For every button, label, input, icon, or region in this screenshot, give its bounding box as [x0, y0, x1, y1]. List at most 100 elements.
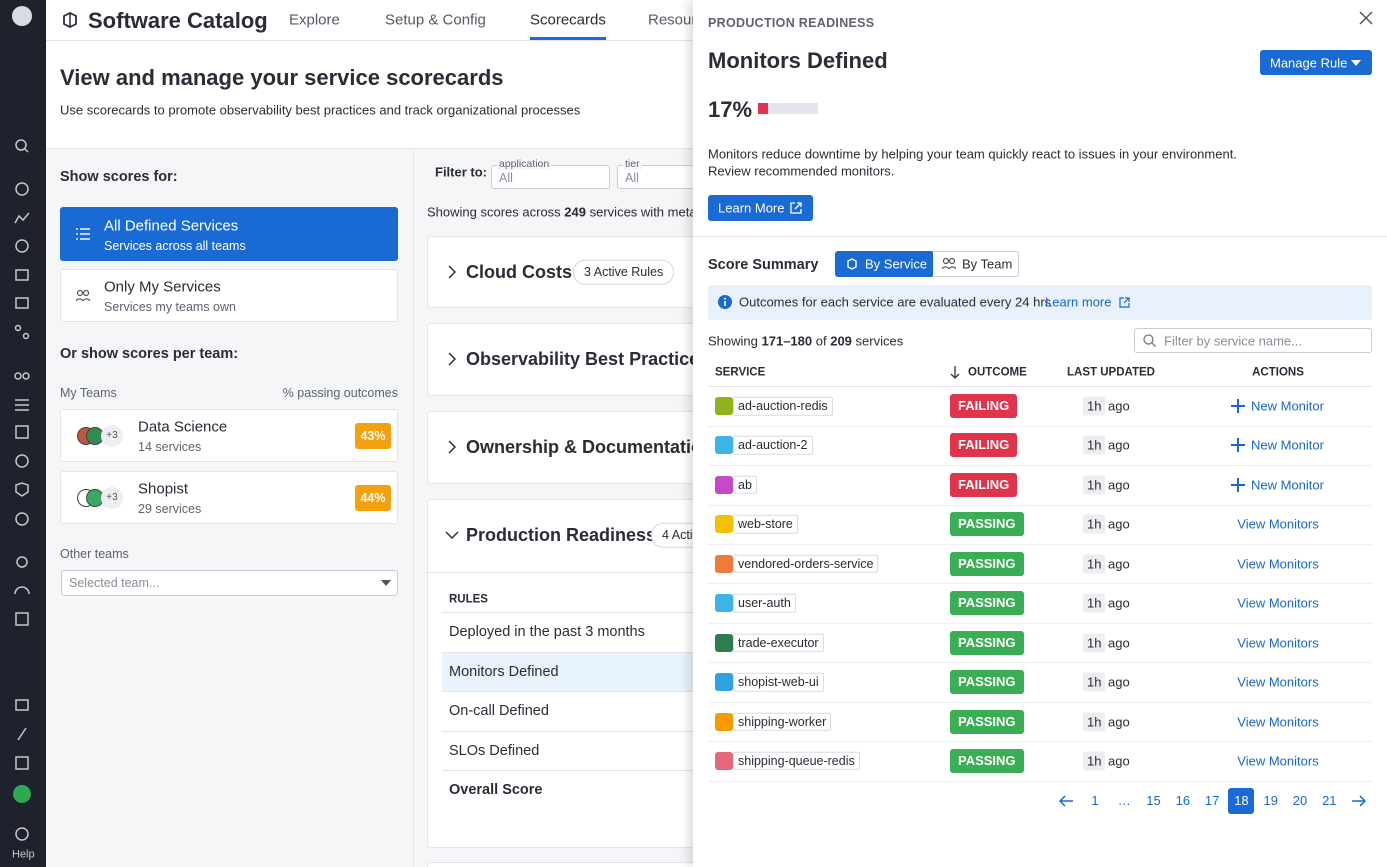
close-button[interactable]: [1359, 11, 1373, 25]
service-name[interactable]: vendored-orders-service: [733, 554, 879, 573]
action-link[interactable]: New Monitor: [1251, 398, 1324, 414]
action-link[interactable]: View Monitors: [1237, 516, 1319, 532]
service-name[interactable]: ad-auction-2: [733, 436, 813, 455]
service-name[interactable]: web-store: [733, 515, 798, 534]
service-icon: [715, 554, 733, 573]
toggle[interactable]: [932, 251, 1019, 277]
updated-ago: ago: [1108, 595, 1130, 611]
updated-chip: 1h: [1083, 435, 1106, 455]
tab[interactable]: Setup & Config: [385, 11, 486, 29]
service-name[interactable]: shipping-queue-redis: [733, 751, 860, 771]
team-score: 43%: [355, 423, 391, 449]
option[interactable]: [60, 269, 398, 322]
outcome-badge: PASSING: [950, 512, 1024, 537]
page-button[interactable]: …: [1117, 793, 1131, 808]
service-icon: [715, 475, 733, 494]
left-nav: Help: [0, 0, 46, 867]
passing-label: % passing outcomes: [282, 385, 398, 400]
team-score: 44%: [355, 485, 391, 511]
page-button[interactable]: 20: [1292, 793, 1308, 808]
service-name[interactable]: ab: [733, 475, 757, 495]
updated-chip: 1h: [1083, 672, 1106, 692]
avatar-more: +3: [101, 425, 123, 447]
updated-ago: ago: [1108, 753, 1130, 769]
rules-header: RULES: [449, 593, 488, 606]
outcome-badge: PASSING: [950, 709, 1024, 734]
action-link[interactable]: View Monitors: [1237, 753, 1319, 769]
page-button[interactable]: 18: [1228, 788, 1255, 814]
chevron: [445, 528, 459, 542]
updated-chip: 1h: [1083, 633, 1106, 653]
page-arrow[interactable]: [1051, 788, 1080, 814]
page-subtitle: Use scorecards to promote observability …: [60, 102, 581, 118]
team-services: 14 services: [138, 439, 202, 454]
external-icon: [790, 202, 802, 214]
team-card[interactable]: [60, 471, 398, 524]
service-icon: [715, 397, 733, 415]
outcome-badge: FAILING: [950, 472, 1018, 497]
action-link[interactable]: View Monitors: [1237, 556, 1319, 572]
scorecard-title: Production Readiness: [466, 525, 657, 545]
rule[interactable]: Monitors Defined: [449, 663, 559, 680]
rule[interactable]: SLOs Defined: [449, 742, 540, 759]
tab[interactable]: Explore: [289, 11, 340, 29]
action-link[interactable]: View Monitors: [1237, 674, 1319, 690]
help-label[interactable]: Help: [12, 848, 35, 861]
updated-chip: 1h: [1083, 751, 1106, 771]
page-button[interactable]: 16: [1175, 793, 1191, 808]
service-name[interactable]: user-auth: [733, 593, 796, 613]
page-button[interactable]: 17: [1204, 793, 1220, 808]
action-link[interactable]: New Monitor: [1251, 437, 1324, 453]
row-border: [708, 701, 1372, 703]
outcome-badge: FAILING: [950, 394, 1018, 418]
row-border: [708, 622, 1372, 624]
scorecard-divider: [428, 572, 728, 573]
learn-more-label: Learn More: [718, 200, 785, 216]
service-name[interactable]: shipping-worker: [733, 712, 832, 731]
toggle-active[interactable]: [835, 251, 933, 277]
team-select[interactable]: [61, 570, 398, 596]
service-name[interactable]: trade-executor: [733, 633, 824, 652]
score-bar: [758, 103, 769, 114]
toggle-label: By Team: [962, 256, 1013, 272]
tab[interactable]: Scorecards: [530, 11, 606, 29]
service-name[interactable]: ad-auction-redis: [733, 396, 833, 416]
updated-ago: ago: [1108, 477, 1130, 493]
updated-ago: ago: [1108, 398, 1130, 414]
option-selected[interactable]: [60, 207, 398, 261]
updated-ago: ago: [1108, 516, 1130, 532]
action-link[interactable]: New Monitor: [1251, 477, 1324, 493]
table-header-border: [708, 386, 1372, 387]
action-link[interactable]: View Monitors: [1237, 635, 1319, 651]
rule[interactable]: On-call Defined: [449, 702, 549, 719]
outcome-badge: FAILING: [950, 433, 1018, 458]
info-link[interactable]: Learn more: [1045, 294, 1112, 310]
panel-divider: [693, 236, 1387, 237]
scorecard[interactable]: [427, 236, 727, 308]
updated-chip: 1h: [1083, 554, 1106, 574]
scorecard[interactable]: [427, 323, 727, 396]
scorecard[interactable]: [427, 411, 727, 484]
page-button[interactable]: 15: [1146, 793, 1161, 808]
filter-label: Filter to:: [435, 164, 487, 180]
rule[interactable]: Deployed in the past 3 months: [449, 623, 645, 640]
page-button[interactable]: 1: [1091, 793, 1099, 808]
service-name[interactable]: shopist-web-ui: [733, 672, 824, 692]
chevron: [445, 352, 459, 366]
rule-border: [442, 730, 722, 732]
page-title: View and manage your service scorecards: [60, 65, 504, 90]
page-arrow[interactable]: [1344, 788, 1373, 814]
showing-word: Showing: [708, 333, 758, 349]
page-button[interactable]: 21: [1322, 793, 1337, 808]
search-input[interactable]: [1134, 328, 1372, 353]
page-button[interactable]: 19: [1263, 793, 1278, 808]
scorecard-title: Observability Best Practices: [466, 349, 710, 369]
action-link[interactable]: View Monitors: [1237, 714, 1319, 730]
scorecard-title: Cloud Costs: [466, 262, 572, 282]
action-link[interactable]: View Monitors: [1237, 595, 1319, 611]
outcome-badge: PASSING: [950, 630, 1024, 655]
updated-chip: 1h: [1083, 396, 1106, 416]
service-icon: [715, 633, 733, 652]
option-title: Only My Services: [104, 278, 221, 296]
